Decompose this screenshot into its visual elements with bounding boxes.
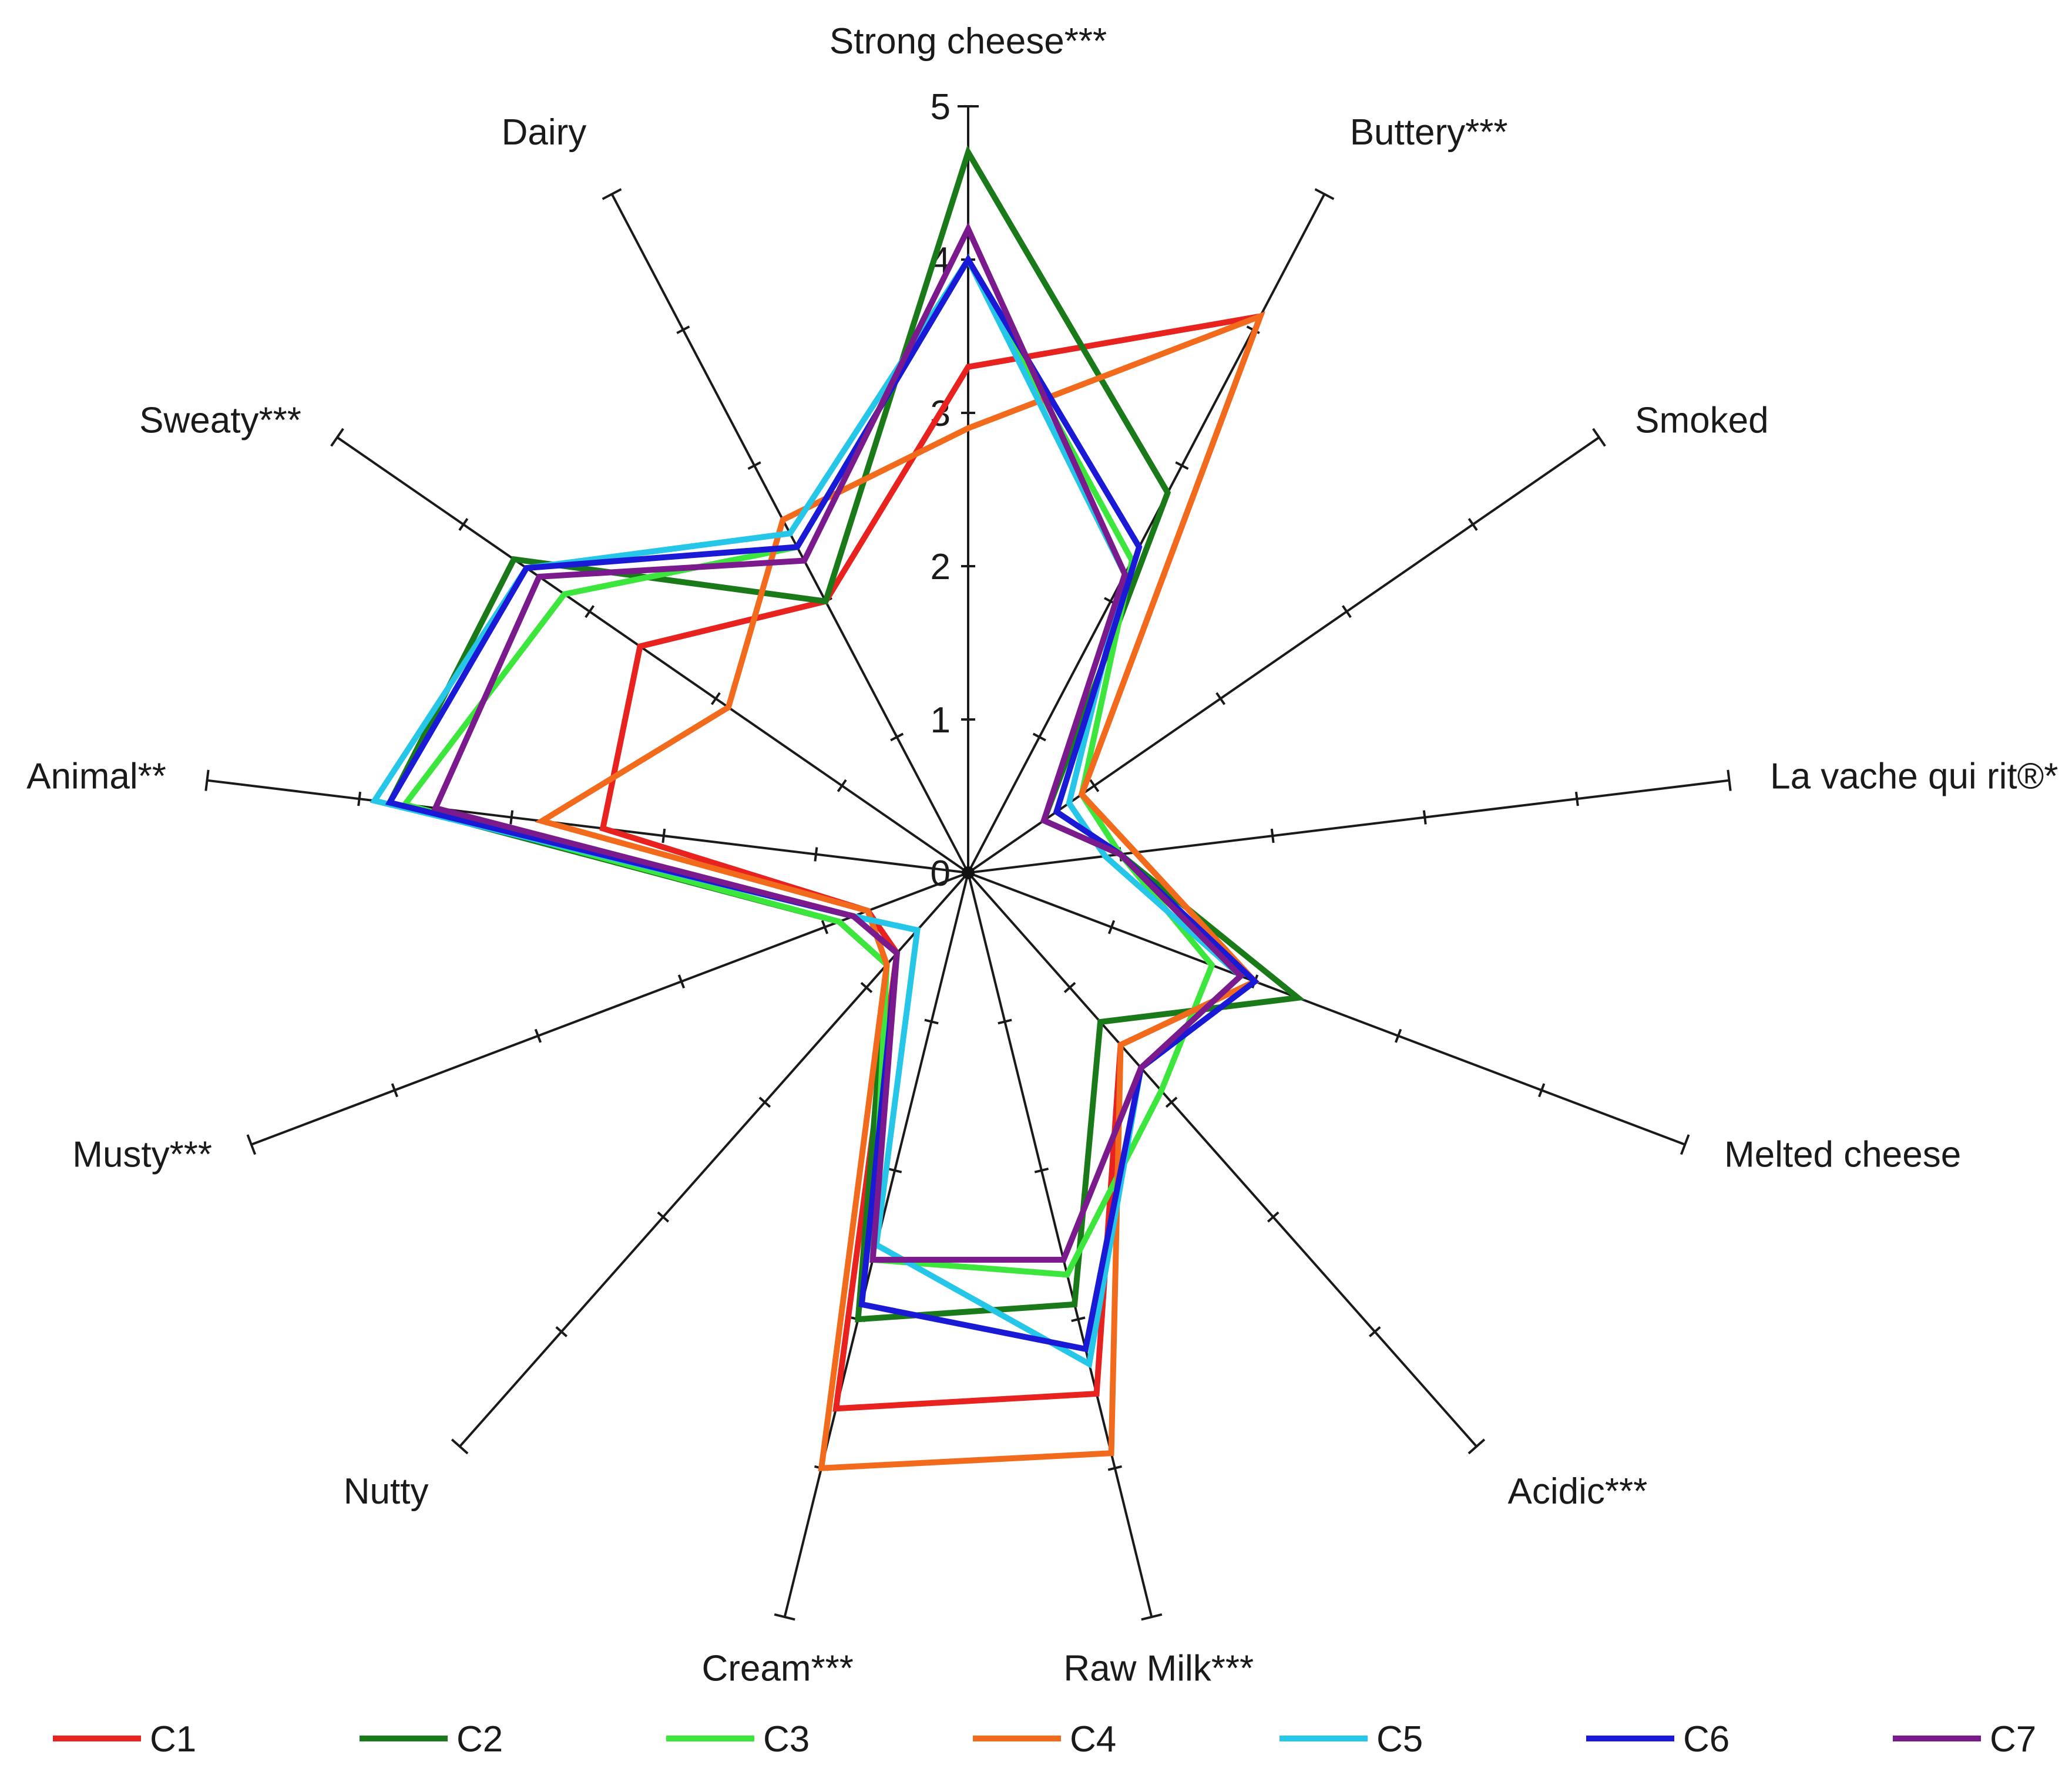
tick-mark bbox=[924, 1018, 939, 1025]
series-line-c6 bbox=[385, 254, 1260, 1353]
axis-label-3: Smoked bbox=[1635, 400, 1768, 440]
tick-mark bbox=[1727, 769, 1732, 791]
tick-mark bbox=[1089, 779, 1100, 792]
tick-mark bbox=[657, 1211, 670, 1223]
tick-mark bbox=[1107, 1465, 1122, 1471]
tick-mark bbox=[814, 847, 818, 862]
tick-mark bbox=[391, 1083, 398, 1098]
axis-line-3 bbox=[967, 436, 1600, 874]
axis-line-10 bbox=[251, 872, 969, 1146]
tick-mark bbox=[204, 769, 210, 791]
scale-label-5: 5 bbox=[931, 87, 951, 127]
tick-mark bbox=[1680, 1134, 1690, 1155]
legend-label-c3: C3 bbox=[763, 1719, 810, 1760]
tick-mark bbox=[837, 779, 847, 792]
tick-mark bbox=[774, 1613, 795, 1621]
scale-label-2: 2 bbox=[931, 547, 951, 587]
scale-label-0: 0 bbox=[931, 853, 951, 894]
tick-mark bbox=[357, 792, 362, 806]
tick-mark bbox=[509, 810, 514, 825]
axis-label-1: Strong cheese*** bbox=[830, 21, 1107, 62]
tick-mark bbox=[998, 1018, 1012, 1025]
axis-line-6 bbox=[967, 872, 1477, 1448]
tick-mark bbox=[1032, 732, 1046, 742]
tick-mark bbox=[1165, 1097, 1178, 1108]
tick-mark bbox=[887, 1168, 902, 1173]
axis-line-5 bbox=[968, 872, 1685, 1146]
legend-label-c7: C7 bbox=[1990, 1719, 2036, 1760]
axis-label-8: Cream*** bbox=[702, 1649, 854, 1689]
axis-line-4 bbox=[968, 779, 1730, 874]
tick-mark bbox=[1422, 810, 1427, 825]
tick-mark bbox=[330, 428, 344, 447]
tick-mark bbox=[1267, 1211, 1280, 1223]
tick-mark bbox=[1467, 1438, 1486, 1455]
axis-labels: Strong cheese*** Buttery*** Smoked La vache… bbox=[26, 21, 2058, 1689]
scale-label-1: 1 bbox=[931, 700, 951, 741]
axis-label-10: Musty*** bbox=[72, 1134, 212, 1175]
tick-mark bbox=[1368, 1326, 1381, 1337]
tick-mark bbox=[1175, 461, 1189, 470]
axis-label-9: Nutty bbox=[344, 1471, 429, 1512]
tick-mark bbox=[821, 920, 829, 934]
tick-mark bbox=[661, 828, 666, 843]
tick-mark bbox=[1071, 1316, 1086, 1323]
tick-mark bbox=[890, 732, 904, 742]
tick-mark bbox=[677, 974, 686, 989]
tick-mark bbox=[1314, 188, 1335, 200]
tick-mark bbox=[534, 1028, 542, 1043]
axis-label-12: Sweaty*** bbox=[139, 400, 301, 440]
legend-label-c6: C6 bbox=[1683, 1719, 1730, 1760]
legend-label-c5: C5 bbox=[1376, 1719, 1423, 1760]
series-line-c2 bbox=[385, 145, 1305, 1323]
axis-label-7: Raw Milk*** bbox=[1063, 1649, 1254, 1689]
tick-mark bbox=[1270, 828, 1275, 843]
tick-mark bbox=[1592, 428, 1606, 447]
legend-label-c1: C1 bbox=[150, 1719, 196, 1760]
tick-mark bbox=[710, 692, 721, 705]
tick-mark bbox=[458, 517, 469, 531]
axis-label-2: Buttery*** bbox=[1350, 112, 1508, 153]
center-point bbox=[962, 866, 975, 879]
tick-mark bbox=[1063, 981, 1076, 993]
legend: C1 C2 C3 C4 C5 C6 C7 bbox=[53, 1719, 2036, 1760]
tick-mark bbox=[758, 1097, 771, 1108]
tick-mark bbox=[1215, 692, 1226, 705]
tick-mark bbox=[1574, 792, 1579, 806]
tick-mark bbox=[860, 981, 873, 993]
tick-mark bbox=[1467, 517, 1478, 531]
axis-line-2 bbox=[967, 193, 1326, 873]
tick-mark bbox=[1107, 920, 1116, 934]
tick-mark bbox=[1341, 605, 1352, 618]
tick-mark bbox=[676, 325, 690, 334]
legend-label-c2: C2 bbox=[456, 1719, 503, 1760]
axes-layer bbox=[204, 105, 1732, 1621]
axis-label-4: La vache qui rit®* bbox=[1770, 756, 2058, 797]
tick-mark bbox=[602, 188, 622, 200]
tick-mark bbox=[1034, 1168, 1049, 1173]
legend-label-c4: C4 bbox=[1070, 1719, 1116, 1760]
axis-line-12 bbox=[336, 436, 969, 874]
tick-mark bbox=[1141, 1613, 1163, 1621]
axis-label-11: Animal** bbox=[26, 756, 166, 797]
series-layer bbox=[370, 145, 1305, 1472]
tick-mark bbox=[451, 1438, 469, 1455]
tick-mark bbox=[1538, 1083, 1546, 1098]
series-line-c4 bbox=[535, 311, 1265, 1472]
axis-label-13: Dairy bbox=[502, 112, 587, 153]
axis-line-7 bbox=[967, 872, 1153, 1618]
axis-label-6: Acidic*** bbox=[1508, 1471, 1648, 1512]
axis-label-5: Melted cheese bbox=[1724, 1134, 1961, 1175]
tick-mark bbox=[246, 1134, 257, 1155]
tick-mark bbox=[555, 1326, 568, 1337]
series-line-c7 bbox=[431, 222, 1245, 1263]
axis-line-9 bbox=[459, 872, 969, 1448]
axis-line-11 bbox=[207, 779, 969, 874]
tick-mark bbox=[1394, 1028, 1402, 1043]
tick-mark bbox=[585, 605, 595, 618]
tick-mark bbox=[747, 461, 761, 470]
